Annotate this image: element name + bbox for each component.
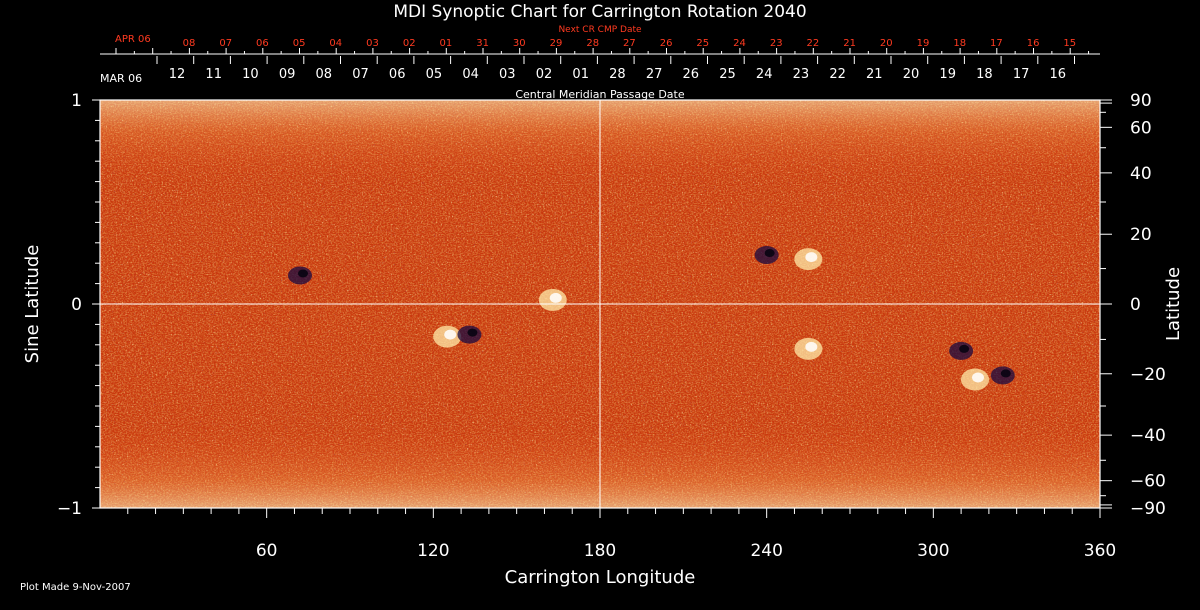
x-tick-label: 300 bbox=[917, 541, 949, 561]
next-cr-date: 05 bbox=[293, 38, 306, 49]
y-ticks-left: 1 0 −1 bbox=[57, 91, 100, 519]
positive-core bbox=[549, 292, 562, 303]
negative-core bbox=[467, 328, 478, 337]
next-cr-date: 20 bbox=[880, 38, 893, 49]
y-tick-right-label: 60 bbox=[1130, 118, 1152, 138]
next-cr-date: 02 bbox=[403, 38, 416, 49]
chart-title: MDI Synoptic Chart for Carrington Rotati… bbox=[393, 2, 806, 22]
negative-core bbox=[959, 344, 970, 353]
cmp-axis-label: Central Meridian Passage Date bbox=[515, 88, 684, 101]
cmp-date: 06 bbox=[389, 67, 406, 82]
next-cr-date: 15 bbox=[1063, 38, 1076, 49]
next-cr-date: 22 bbox=[807, 38, 820, 49]
cmp-start-label: MAR 06 bbox=[100, 72, 142, 85]
cmp-date: 03 bbox=[499, 67, 516, 82]
cmp-date: 25 bbox=[719, 67, 736, 82]
next-cr-date: 26 bbox=[660, 38, 673, 49]
y-tick-right-label: 90 bbox=[1130, 91, 1152, 111]
cmp-date: 27 bbox=[646, 67, 663, 82]
cmp-date: 24 bbox=[756, 67, 773, 82]
next-cr-date: 19 bbox=[917, 38, 930, 49]
next-cr-date: 25 bbox=[696, 38, 709, 49]
negative-core bbox=[764, 249, 775, 258]
negative-core bbox=[1000, 369, 1011, 378]
cmp-date: 23 bbox=[793, 67, 810, 82]
cmp-dates: 12 11 10 09 08 07 06 05 04 03 02 01 28 27 26 25 24 23 22 21… bbox=[169, 67, 1066, 82]
x-tick-label: 240 bbox=[750, 541, 782, 561]
next-cr-date: 16 bbox=[1027, 38, 1040, 49]
cmp-date: 18 bbox=[976, 67, 993, 82]
x-ticks: 60 120 180 240 300 360 bbox=[127, 508, 1116, 561]
next-cr-date: 21 bbox=[843, 38, 856, 49]
cmp-date: 22 bbox=[829, 67, 846, 82]
cmp-date: 08 bbox=[316, 67, 333, 82]
next-cr-date: 01 bbox=[440, 38, 453, 49]
plot-made-footer: Plot Made 9-Nov-2007 bbox=[20, 582, 131, 593]
positive-core bbox=[444, 329, 457, 340]
active-regions bbox=[288, 246, 1015, 391]
next-cr-start-label: APR 06 bbox=[115, 34, 151, 45]
cmp-date: 10 bbox=[242, 67, 259, 82]
next-cr-date: 08 bbox=[183, 38, 196, 49]
cmp-date: 12 bbox=[169, 67, 186, 82]
next-cr-date: 07 bbox=[219, 38, 232, 49]
positive-core bbox=[805, 252, 818, 263]
next-cr-date: 06 bbox=[256, 38, 269, 49]
cmp-ticks bbox=[156, 56, 1075, 64]
y-tick-right-label: −40 bbox=[1130, 426, 1166, 446]
cmp-date: 19 bbox=[939, 67, 956, 82]
next-cr-date: 04 bbox=[329, 38, 342, 49]
next-cr-ticks bbox=[115, 48, 1090, 54]
y-tick-left-label: 0 bbox=[71, 295, 82, 315]
x-axis-label: Carrington Longitude bbox=[505, 567, 696, 588]
y-tick-left-label: 1 bbox=[71, 91, 82, 111]
positive-core bbox=[805, 341, 818, 352]
y-tick-right-label: −60 bbox=[1130, 472, 1166, 492]
next-cr-dates: 08 07 06 05 04 03 02 01 31 30 29 28 27 26 25 24 23 22 21 20… bbox=[183, 38, 1077, 49]
x-tick-label: 120 bbox=[417, 541, 449, 561]
cmp-date: 28 bbox=[609, 67, 626, 82]
y-tick-left-label: −1 bbox=[57, 499, 82, 519]
cmp-date: 20 bbox=[903, 67, 920, 82]
y-tick-right-label: 20 bbox=[1130, 225, 1152, 245]
next-cr-date: 29 bbox=[550, 38, 563, 49]
cmp-date: 21 bbox=[866, 67, 883, 82]
cmp-date: 11 bbox=[205, 67, 222, 82]
y-ticks-right: 90 60 40 20 0 −20 −40 −60 −90 bbox=[1100, 91, 1166, 519]
cmp-date: 04 bbox=[462, 67, 479, 82]
next-cr-date: 03 bbox=[366, 38, 379, 49]
next-cr-date: 27 bbox=[623, 38, 636, 49]
next-cr-date: 30 bbox=[513, 38, 526, 49]
negative-core bbox=[298, 269, 308, 278]
y-tick-right-label: −90 bbox=[1130, 499, 1166, 519]
x-tick-label: 60 bbox=[256, 541, 278, 561]
y-tick-right-label: 40 bbox=[1130, 164, 1152, 184]
y-tick-right-label: −20 bbox=[1130, 365, 1166, 385]
next-cr-date: 31 bbox=[476, 38, 489, 49]
y-axis-label-right: Latitude bbox=[1163, 267, 1184, 341]
x-tick-label: 180 bbox=[584, 541, 616, 561]
y-axis-label-left: Sine Latitude bbox=[22, 245, 43, 364]
cmp-date: 02 bbox=[536, 67, 553, 82]
next-cr-date: 23 bbox=[770, 38, 783, 49]
cmp-date: 26 bbox=[683, 67, 700, 82]
cmp-date: 01 bbox=[572, 67, 589, 82]
y-tick-right-label: 0 bbox=[1130, 295, 1141, 315]
x-tick-label: 360 bbox=[1084, 541, 1116, 561]
next-cr-date: 17 bbox=[990, 38, 1003, 49]
cmp-date: 05 bbox=[426, 67, 443, 82]
positive-core bbox=[972, 372, 984, 383]
cmp-date: 07 bbox=[352, 67, 369, 82]
cmp-date: 09 bbox=[279, 67, 296, 82]
next-cr-axis-label: Next CR CMP Date bbox=[558, 25, 642, 35]
cmp-date: 17 bbox=[1013, 67, 1030, 82]
next-cr-date: 24 bbox=[733, 38, 746, 49]
cmp-date: 16 bbox=[1050, 67, 1067, 82]
next-cr-date: 28 bbox=[586, 38, 599, 49]
next-cr-date: 18 bbox=[953, 38, 966, 49]
